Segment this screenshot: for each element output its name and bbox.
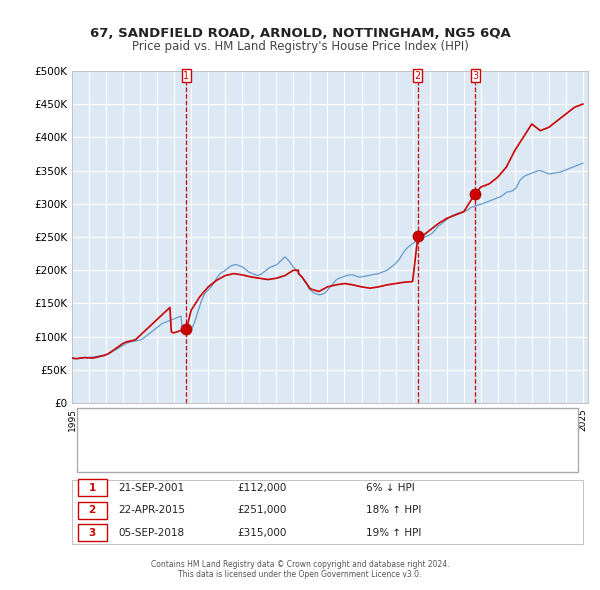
Text: 6% ↓ HPI: 6% ↓ HPI: [366, 483, 415, 493]
HPI: Average price, detached house, Gedling: (2.02e+03, 3.15e+05): Average price, detached house, Gedling: …: [501, 190, 508, 197]
Text: 2: 2: [88, 505, 96, 515]
HPI: Average price, detached house, Gedling: (2.02e+03, 3.61e+05): Average price, detached house, Gedling: …: [579, 160, 586, 167]
67, SANDFIELD ROAD, ARNOLD, NOTTINGHAM, NG5 6QA (detached house): [78, 355, 85, 362]
HPI: Average price, detached house, Gedling: (2.02e+03, 2.97e+05): Average price, detached house, Gedling: …: [472, 202, 479, 209]
67, SANDFIELD ROAD, ARNOLD, NOTTINGHAM, NG5 6QA (detached house): [579, 100, 586, 107]
Text: 21-SEP-2001: 21-SEP-2001: [118, 483, 185, 493]
67, SANDFIELD ROAD, ARNOLD, NOTTINGHAM, NG5 6QA (detached house): [73, 355, 80, 362]
Text: 19% ↑ HPI: 19% ↑ HPI: [366, 528, 421, 538]
Text: Price paid vs. HM Land Registry's House Price Index (HPI): Price paid vs. HM Land Registry's House …: [131, 40, 469, 53]
Text: HPI: Average price, detached house, Gedling: HPI: Average price, detached house, Gedl…: [118, 453, 321, 462]
Text: 67, SANDFIELD ROAD, ARNOLD, NOTTINGHAM, NG5 6QA (detached house): 67, SANDFIELD ROAD, ARNOLD, NOTTINGHAM, …: [118, 424, 455, 433]
HPI: Average price, detached house, Gedling: (2.01e+03, 2.13e+05): Average price, detached house, Gedling: …: [276, 258, 283, 265]
FancyBboxPatch shape: [77, 408, 578, 472]
67, SANDFIELD ROAD, ARNOLD, NOTTINGHAM, NG5 6QA (detached house): [511, 147, 518, 154]
HPI: Average price, detached house, Gedling: (2.01e+03, 1.99e+05): Average price, detached house, Gedling: …: [293, 267, 301, 274]
Text: £315,000: £315,000: [237, 528, 286, 538]
Text: 18% ↑ HPI: 18% ↑ HPI: [366, 505, 421, 515]
Text: 1: 1: [184, 71, 190, 81]
HPI: Average price, detached house, Gedling: (2.02e+03, 3.46e+05): Average price, detached house, Gedling: …: [544, 170, 551, 177]
HPI: Average price, detached house, Gedling: (2.02e+03, 2.49e+05): Average price, detached house, Gedling: …: [419, 234, 427, 241]
HPI: Average price, detached house, Gedling: (2e+03, 6.8e+04): Average price, detached house, Gedling: …: [68, 355, 76, 362]
Text: £112,000: £112,000: [237, 483, 286, 493]
HPI: Average price, detached house, Gedling: (2e+03, 6.7e+04): Average price, detached house, Gedling: …: [74, 355, 81, 362]
Line: HPI: Average price, detached house, Gedling: HPI: Average price, detached house, Gedl…: [72, 163, 583, 359]
Text: Contains HM Land Registry data © Crown copyright and database right 2024.
This d: Contains HM Land Registry data © Crown c…: [151, 560, 449, 579]
67, SANDFIELD ROAD, ARNOLD, NOTTINGHAM, NG5 6QA (detached house): [183, 325, 190, 332]
Text: 3: 3: [88, 528, 96, 538]
Text: 2: 2: [415, 71, 421, 81]
67, SANDFIELD ROAD, ARNOLD, NOTTINGHAM, NG5 6QA (detached house): [68, 355, 76, 362]
67, SANDFIELD ROAD, ARNOLD, NOTTINGHAM, NG5 6QA (detached house): [196, 293, 203, 300]
Text: 67, SANDFIELD ROAD, ARNOLD, NOTTINGHAM, NG5 6QA: 67, SANDFIELD ROAD, ARNOLD, NOTTINGHAM, …: [89, 27, 511, 40]
Text: 05-SEP-2018: 05-SEP-2018: [118, 528, 185, 538]
FancyBboxPatch shape: [78, 525, 107, 542]
67, SANDFIELD ROAD, ARNOLD, NOTTINGHAM, NG5 6QA (detached house): [426, 227, 433, 234]
FancyBboxPatch shape: [78, 502, 107, 519]
Text: 22-APR-2015: 22-APR-2015: [118, 505, 185, 515]
Text: 1: 1: [88, 483, 96, 493]
67, SANDFIELD ROAD, ARNOLD, NOTTINGHAM, NG5 6QA (detached house): [239, 271, 246, 278]
Text: £251,000: £251,000: [237, 505, 286, 515]
FancyBboxPatch shape: [78, 479, 107, 496]
Line: 67, SANDFIELD ROAD, ARNOLD, NOTTINGHAM, NG5 6QA (detached house): 67, SANDFIELD ROAD, ARNOLD, NOTTINGHAM, …: [72, 104, 583, 359]
Text: 3: 3: [472, 71, 478, 81]
FancyBboxPatch shape: [72, 480, 583, 544]
